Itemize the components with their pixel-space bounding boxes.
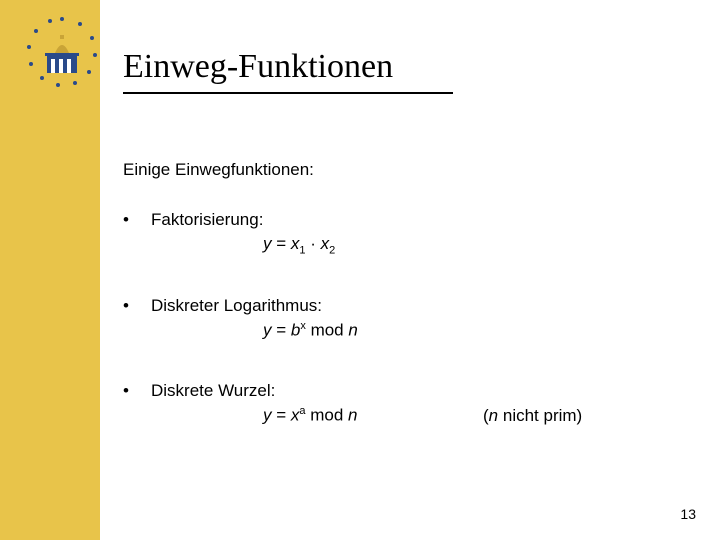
formula-var: n: [348, 321, 357, 340]
list-item: •Diskrete Wurzel: y = xa mod n (n nicht …: [123, 381, 683, 426]
formula-eq: =: [272, 321, 291, 340]
bullet-icon: •: [123, 296, 151, 316]
formula-op: mod: [306, 406, 349, 425]
slide-title: Einweg-Funktionen: [123, 48, 393, 86]
list-item: •Faktorisierung: y = x1 · x2: [123, 210, 683, 256]
formula-var: x: [321, 234, 330, 253]
bullet-icon: •: [123, 381, 151, 401]
formula-sub: 2: [329, 244, 335, 256]
formula: y = x1 · x2: [263, 234, 443, 256]
note-var: n: [489, 406, 498, 425]
formula-op: mod: [306, 321, 349, 340]
item-label-text: Diskrete Wurzel:: [151, 381, 275, 400]
formula-lhs: y: [263, 321, 272, 340]
item-label: •Diskrete Wurzel:: [123, 381, 683, 401]
item-label-text: Faktorisierung:: [151, 210, 263, 229]
formula: y = xa mod n: [263, 405, 443, 426]
title-underline: [123, 92, 453, 94]
formula-var: n: [348, 406, 357, 425]
bullet-icon: •: [123, 210, 151, 230]
formula-var: b: [291, 321, 300, 340]
formula: y = bx mod n: [263, 320, 443, 341]
subheading: Einige Einwegfunktionen:: [123, 160, 314, 180]
page-number: 13: [680, 506, 696, 522]
item-label: •Diskreter Logarithmus:: [123, 296, 683, 316]
item-label-text: Diskreter Logarithmus:: [151, 296, 322, 315]
item-list: •Faktorisierung: y = x1 · x2 •Diskreter …: [123, 210, 683, 466]
formula-eq: =: [272, 406, 291, 425]
university-logo: [25, 15, 100, 90]
item-label: •Faktorisierung:: [123, 210, 683, 230]
formula-lhs: y: [263, 406, 272, 425]
item-note: (n nicht prim): [483, 406, 582, 426]
list-item: •Diskreter Logarithmus: y = bx mod n: [123, 296, 683, 341]
formula-eq: =: [272, 234, 291, 253]
formula-lhs: y: [263, 234, 272, 253]
formula-op: ·: [306, 234, 321, 253]
note-rest: nicht prim): [498, 406, 582, 425]
